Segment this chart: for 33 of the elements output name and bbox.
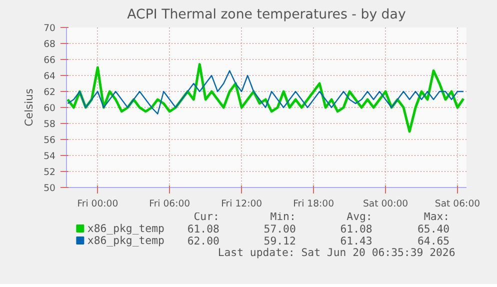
text: 62.00: [187, 234, 220, 248]
y-tick-label: 64: [44, 71, 56, 82]
y-tick-label: 68: [44, 39, 56, 50]
text: 61.08: [340, 222, 372, 236]
text: 61.08: [187, 222, 220, 236]
y-tick-label: 50: [44, 183, 56, 194]
text: Avg:: [346, 210, 372, 223]
y-tick-label: 58: [44, 119, 56, 130]
text: 59.12: [264, 234, 296, 248]
x-tick-label: Fri 00:00: [77, 198, 118, 210]
text: 64.65: [418, 234, 450, 248]
text: 65.40: [418, 222, 450, 236]
x-tick-label: Sat 00:00: [362, 198, 408, 210]
text: Max:: [424, 210, 450, 223]
y-tick-label: 60: [44, 103, 56, 114]
x-tick-label: Fri 12:00: [221, 198, 262, 210]
y-tick-label: 62: [44, 87, 56, 98]
x-tick-label: Sat 06:00: [434, 198, 480, 210]
legend-label: x86_pkg_temp: [87, 234, 164, 247]
y-tick-label: 70: [44, 23, 56, 34]
x-tick-label: Fri 06:00: [149, 198, 190, 210]
y-tick-label: 66: [44, 55, 56, 66]
legend-label: x86_pkg_temp: [87, 222, 164, 235]
line-series: [67, 70, 464, 114]
y-axis-title: Celsius: [22, 88, 36, 126]
y-tick-label: 52: [44, 167, 56, 178]
x-tick-label: Fri 18:00: [293, 198, 334, 210]
y-tick-label: 54: [44, 151, 56, 162]
y-tick-label: 56: [44, 135, 56, 146]
text: 57.00: [264, 222, 296, 236]
chart-title: ACPI Thermal zone temperatures - by day: [127, 8, 406, 22]
text: Last update: Sat Jun 20 06:35:39 2026: [218, 246, 456, 259]
text: 61.43: [340, 234, 372, 248]
